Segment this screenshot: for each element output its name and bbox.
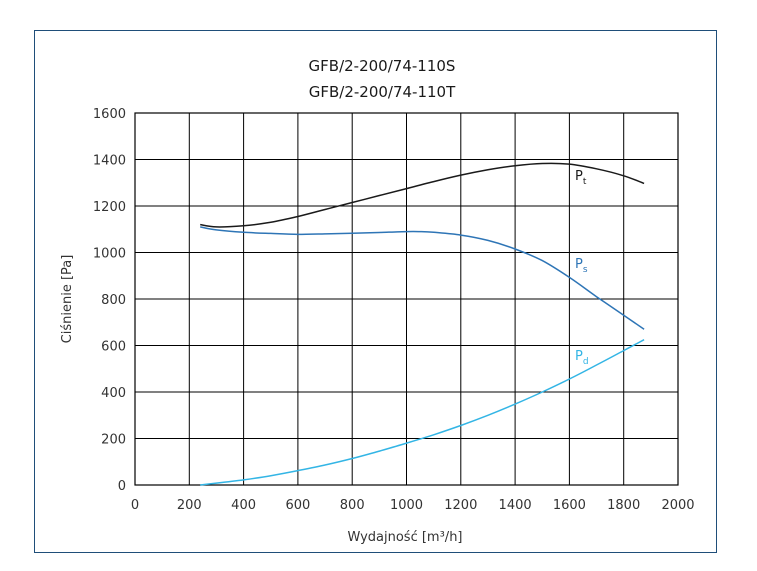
chart-title: GFB/2-200/74-110S <box>309 57 456 75</box>
y-tick-label-1: 200 <box>101 433 126 448</box>
x-tick-label-9: 1800 <box>607 498 640 513</box>
y-tick-label-4: 800 <box>101 293 126 308</box>
y-tick-label-8: 1600 <box>93 107 126 122</box>
series-line-pd <box>200 339 645 486</box>
x-tick-label-7: 1400 <box>499 498 532 513</box>
y-tick-label-5: 1000 <box>93 247 126 262</box>
x-tick-labels: 0 200 400 600 800 1000 1200 1400 1600 1800 2000 <box>131 498 695 513</box>
x-tick-label-5: 1000 <box>390 498 423 513</box>
series-group: Pt Ps Pd <box>200 162 645 486</box>
series-line-pt <box>200 162 645 228</box>
y-tick-label-7: 1400 <box>93 154 126 169</box>
x-tick-label-10: 2000 <box>661 498 694 513</box>
plot-area <box>134 112 679 486</box>
series-label-ps: Ps <box>575 257 588 275</box>
y-tick-label-3: 600 <box>101 340 126 355</box>
x-tick-label-4: 800 <box>340 498 365 513</box>
y-tick-label-0: 0 <box>118 479 126 494</box>
x-tick-label-2: 400 <box>231 498 256 513</box>
series-label-pd: Pd <box>575 349 589 367</box>
series-label-pt: Pt <box>575 169 587 187</box>
y-tick-label-2: 400 <box>101 386 126 401</box>
x-tick-label-6: 1200 <box>444 498 477 513</box>
y-axis-label: Ciśnienie [Pa] <box>60 255 75 344</box>
x-tick-label-0: 0 <box>131 498 139 513</box>
x-tick-label-8: 1600 <box>553 498 586 513</box>
y-tick-label-6: 1200 <box>93 200 126 215</box>
plot-border-rect <box>134 112 679 486</box>
x-tick-label-1: 200 <box>177 498 202 513</box>
chart-subtitle: GFB/2-200/74-110T <box>309 83 456 101</box>
chart-frame <box>34 30 717 553</box>
y-tick-labels: 0 200 400 600 800 1000 1200 1400 1600 <box>93 107 126 494</box>
x-axis-label: Wydajność [m³/h] <box>347 530 462 545</box>
x-tick-label-3: 600 <box>285 498 310 513</box>
series-line-ps <box>200 226 645 330</box>
